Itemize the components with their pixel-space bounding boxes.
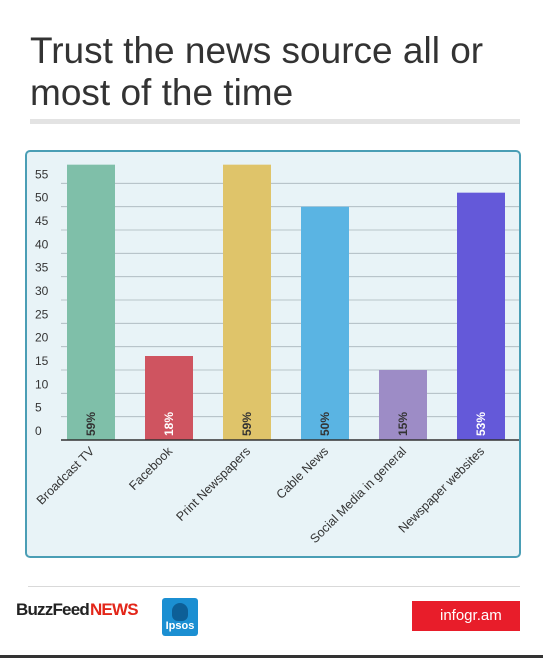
y-tick-label: 10	[35, 377, 49, 391]
bar[interactable]	[67, 164, 115, 440]
x-category-label: Newspaper websites	[396, 444, 487, 535]
bar[interactable]	[457, 192, 505, 440]
y-tick-label: 45	[35, 214, 49, 228]
bar-value-label: 59%	[240, 412, 254, 436]
y-tick-label: 5	[35, 401, 42, 415]
x-category-label: Print Newspapers	[173, 444, 253, 524]
ipsos-label: Ipsos	[165, 620, 195, 632]
y-tick-label: 15	[35, 354, 49, 368]
bar-value-label: 59%	[84, 412, 98, 436]
y-tick-label: 50	[35, 191, 49, 205]
brand-news: NEWS	[89, 600, 139, 619]
y-tick-label: 30	[35, 284, 49, 298]
y-tick-label: 0	[35, 424, 42, 438]
infogram-badge[interactable]	[412, 601, 520, 631]
bar-value-label: 53%	[474, 412, 488, 436]
ipsos-bulb-icon	[172, 603, 188, 621]
y-tick-label: 35	[35, 261, 49, 275]
title-divider	[30, 119, 520, 124]
bar[interactable]	[223, 164, 271, 440]
bar-value-label: 15%	[396, 412, 410, 436]
y-tick-label: 25	[35, 307, 49, 321]
y-tick-label: 40	[35, 237, 49, 251]
x-category-label: Broadcast TV	[34, 444, 98, 508]
infogram-label[interactable]: infogr.am	[440, 607, 502, 624]
ipsos-logo[interactable]: Ipsos	[162, 598, 198, 636]
bar[interactable]	[301, 206, 349, 440]
buzzfeed-news-logo[interactable]: BuzzFeedNEWS	[16, 600, 139, 620]
bar-value-label: 50%	[318, 412, 332, 436]
x-category-label: Cable News	[274, 444, 332, 502]
brand-buzzfeed: BuzzFeed	[16, 600, 90, 619]
footer-divider	[28, 586, 520, 587]
bar-chart: 0 5 10 15 20 25 30 35 40 45 50 55 59% Broadcast TV 18%…	[34, 164, 519, 546]
bottom-border	[0, 655, 543, 658]
bar[interactable]	[145, 356, 193, 440]
chart-title: Trust the news source all or most of the…	[30, 30, 484, 113]
bar-value-label: 18%	[162, 412, 176, 436]
chart-panel: 0 5 10 15 20 25 30 35 40 45 50 55 59% Broadcast TV 18%…	[25, 150, 521, 558]
y-tick-label: 55	[35, 167, 49, 181]
bar[interactable]	[379, 370, 427, 440]
x-category-label: Facebook	[126, 444, 175, 493]
y-tick-label: 20	[35, 331, 49, 345]
